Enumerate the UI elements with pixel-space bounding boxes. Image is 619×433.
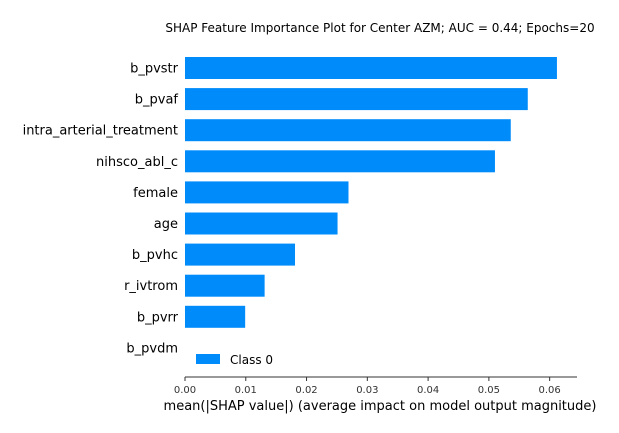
x-tick-label: 0.02 — [295, 385, 317, 396]
legend: Class 0 — [196, 353, 273, 367]
bar-nihsco_abl_c — [185, 150, 495, 173]
bar-b_pvhc — [185, 243, 296, 266]
legend-label: Class 0 — [230, 353, 273, 367]
bar-b_pvstr — [185, 57, 557, 79]
x-ticks: 0.00 0.01 0.02 0.03 0.04 0.05 0.06 — [174, 377, 561, 396]
y-tick-label: b_pvrr — [137, 310, 179, 325]
bar-r_ivtrom — [185, 274, 265, 297]
y-tick-label: intra_arterial_treatment — [23, 124, 178, 139]
bar-b_pvrr — [185, 305, 246, 328]
y-tick-label: female — [133, 186, 178, 201]
bar-female — [185, 181, 349, 204]
y-tick-label: b_pvaf — [135, 93, 179, 108]
y-tick-label: age — [154, 217, 178, 232]
bar-b_pvaf — [185, 88, 528, 111]
x-axis-label: mean(|SHAP value|) (average impact on mo… — [164, 399, 597, 414]
bar-age — [185, 212, 338, 235]
y-tick-label: b_pvstr — [130, 62, 179, 77]
x-tick-label: 0.04 — [417, 385, 439, 396]
bar-intra_arterial_treatment — [185, 119, 511, 142]
x-tick-label: 0.03 — [356, 385, 378, 396]
chart-title: SHAP Feature Importance Plot for Center … — [165, 21, 594, 35]
y-tick-label: r_ivtrom — [124, 279, 178, 294]
x-tick-label: 0.01 — [235, 385, 257, 396]
x-tick-label: 0.00 — [174, 385, 196, 396]
x-tick-label: 0.05 — [478, 385, 500, 396]
y-tick-labels: b_pvstr b_pvaf intra_arterial_treatmentnih… — [23, 62, 179, 357]
bars-layer — [185, 57, 557, 328]
y-tick-label: b_pvdm — [126, 341, 178, 356]
y-tick-label: b_pvhc — [132, 248, 178, 263]
x-tick-label: 0.06 — [539, 385, 561, 396]
y-tick-label: nihsco_abl_c — [96, 155, 178, 170]
legend-swatch — [196, 354, 220, 364]
